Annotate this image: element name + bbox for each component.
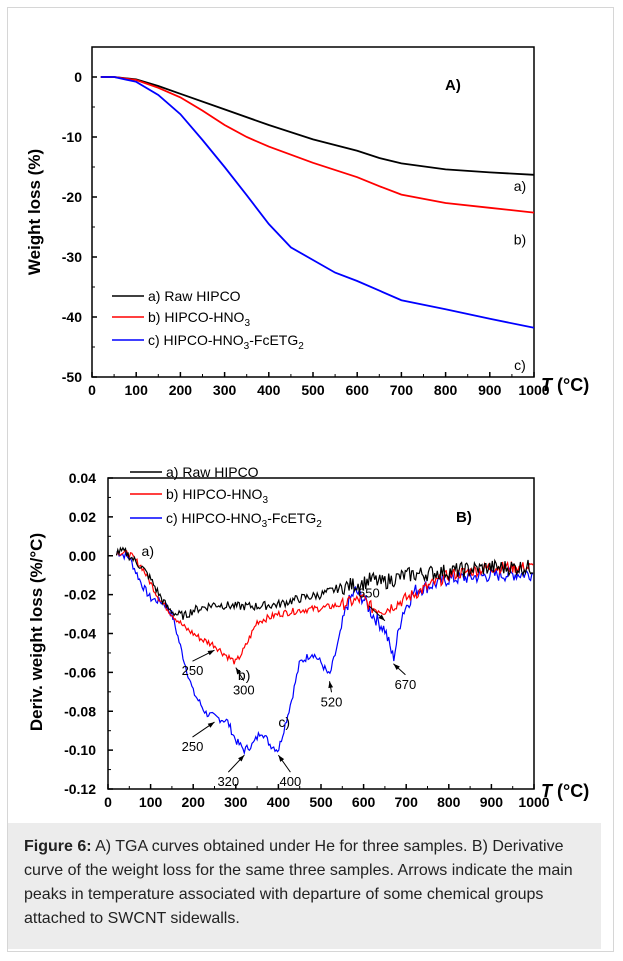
chart-b-xtick-label: 500	[309, 794, 333, 810]
annotation-label-300: 300	[233, 683, 255, 698]
chart-b-legend: a) Raw HIPCO b) HIPCO-HNO3 c) HIPCO-HNO3…	[130, 464, 322, 530]
chart-b-series-fcetg	[116, 551, 534, 756]
chart-a-frame	[91, 46, 535, 378]
chart-b-curve-label-raw: a)	[142, 543, 154, 559]
chart-b-ytick-label: -0.06	[64, 664, 96, 680]
caption-text: A) TGA curves obtained under He for thre…	[24, 838, 573, 927]
chart-a-xtick-label: 100	[125, 382, 149, 398]
chart-a-xtick-label: 600	[346, 382, 370, 398]
chart-a-series-label-hno3: b)	[514, 232, 526, 248]
chart-a-panel-label: A)	[445, 77, 461, 94]
figure-caption: Figure 6: A) TGA curves obtained under H…	[8, 823, 601, 949]
chart-a-xtick-label: 900	[478, 382, 502, 398]
annotation-arrowhead-670	[393, 663, 400, 670]
chart-b-ytick-label: 0.00	[69, 548, 96, 564]
chart-b-xlabel: T (°C)	[541, 781, 589, 801]
chart-a-xtick-label: 200	[169, 382, 193, 398]
annotation-arrowhead-250	[207, 722, 215, 728]
chart-b-xtick-label: 900	[480, 794, 504, 810]
legend-a-label-hno3: b) HIPCO-HNO3	[148, 309, 250, 329]
chart-a-xtick-label: 1000	[518, 382, 549, 398]
chart-b-xtick-label: 700	[395, 794, 419, 810]
annotation-arrowhead-250	[207, 650, 215, 656]
chart-b-xtick-label: 800	[437, 794, 461, 810]
chart-b-curve-label-fcetg: c)	[278, 714, 290, 730]
chart-a-series-fcetg	[100, 76, 535, 329]
chart-a-xtick-label: 500	[301, 382, 325, 398]
annotation-label-250: 250	[182, 663, 204, 678]
caption-label: Figure 6:	[24, 838, 92, 855]
chart-b-xtick-label: 0	[104, 794, 112, 810]
chart-a: 0 100 200 300 400 500 600 700 800 900 1000 0 -10 -20…	[25, 46, 589, 398]
chart-b-ytick-label: -0.08	[64, 703, 96, 719]
annotation-label-670: 670	[395, 677, 417, 692]
chart-b-xtick-label: 400	[267, 794, 291, 810]
chart-b-xtick-label: 200	[182, 794, 206, 810]
figure-charts: 0 100 200 300 400 500 600 700 800 900 1000 0-10-20…	[25, 46, 589, 810]
annotation-label-520: 520	[321, 694, 343, 709]
annotation-label-250: 250	[182, 739, 204, 754]
chart-b-series-hno3	[115, 549, 534, 665]
legend-a-label-fcetg: c) HIPCO-HNO3-FcETG2	[148, 332, 304, 352]
chart-b-panel-label: B)	[456, 509, 472, 526]
chart-b-ytick-label: -0.04	[64, 626, 96, 642]
chart-a-ytick-label: -30	[62, 249, 82, 265]
chart-b-ytick-label: -0.12	[64, 781, 96, 797]
annotation-arrowhead-650	[378, 614, 385, 621]
chart-a-xtick-label: 800	[434, 382, 458, 398]
annotation-label-650: 650	[358, 586, 380, 601]
annotation-label-400: 400	[280, 774, 302, 789]
chart-b: 0 100 200 300 400 500 600 700 800 900 1000 0.04 0.0…	[27, 464, 589, 810]
chart-b-xtick-label: 1000	[518, 794, 549, 810]
annotation-arrowhead-520	[328, 681, 334, 689]
chart-a-series-hno3	[100, 76, 535, 214]
legend-b-label-raw: a) Raw HIPCO	[166, 464, 259, 480]
chart-a-xtick-label: 300	[213, 382, 237, 398]
chart-a-xtick-label: 700	[390, 382, 414, 398]
annotation-arrowhead-320	[238, 755, 245, 762]
legend-b-label-hno3: b) HIPCO-HNO3	[166, 486, 268, 506]
chart-a-series-label-raw: a)	[514, 178, 526, 194]
chart-a-xtick-label: 0	[88, 382, 96, 398]
chart-b-ytick-label: 0.02	[69, 509, 96, 525]
annotation-arrowhead-400	[278, 755, 285, 762]
chart-a-ytick-label: -40	[62, 309, 82, 325]
chart-a-ytick-label: -50	[62, 369, 82, 385]
chart-b-xtick-label: 600	[352, 794, 376, 810]
chart-a-xtick-label: 400	[257, 382, 281, 398]
chart-b-ytick-label: 0.04	[69, 470, 96, 486]
chart-b-ytick-label: -0.10	[64, 742, 96, 758]
chart-a-ytick-label: -20	[62, 189, 82, 205]
annotation-label-320: 320	[217, 774, 239, 789]
annotation-arrowhead-300	[235, 667, 242, 675]
chart-a-ytick-label: 0	[74, 69, 82, 85]
legend-a-label-raw: a) Raw HIPCO	[148, 288, 241, 304]
chart-b-ytick-label: -0.02	[64, 587, 96, 603]
chart-a-xlabel: T (°C)	[541, 375, 589, 395]
chart-b-ylabel: Deriv. weight loss (%/°C)	[27, 533, 46, 731]
chart-a-series-label-fcetg: c)	[514, 357, 526, 373]
chart-b-series-raw	[115, 546, 534, 620]
chart-a-legend: a) Raw HIPCO b) HIPCO-HNO3 c) HIPCO-HNO3…	[112, 288, 304, 352]
legend-b-label-fcetg: c) HIPCO-HNO3-FcETG2	[166, 510, 322, 530]
chart-b-xtick-label: 300	[224, 794, 248, 810]
chart-b-curve-label-hno3: b)	[238, 667, 250, 683]
chart-a-ytick-label: -10	[62, 129, 82, 145]
chart-b-xtick-label: 100	[139, 794, 163, 810]
chart-a-ylabel: Weight loss (%)	[25, 149, 44, 275]
